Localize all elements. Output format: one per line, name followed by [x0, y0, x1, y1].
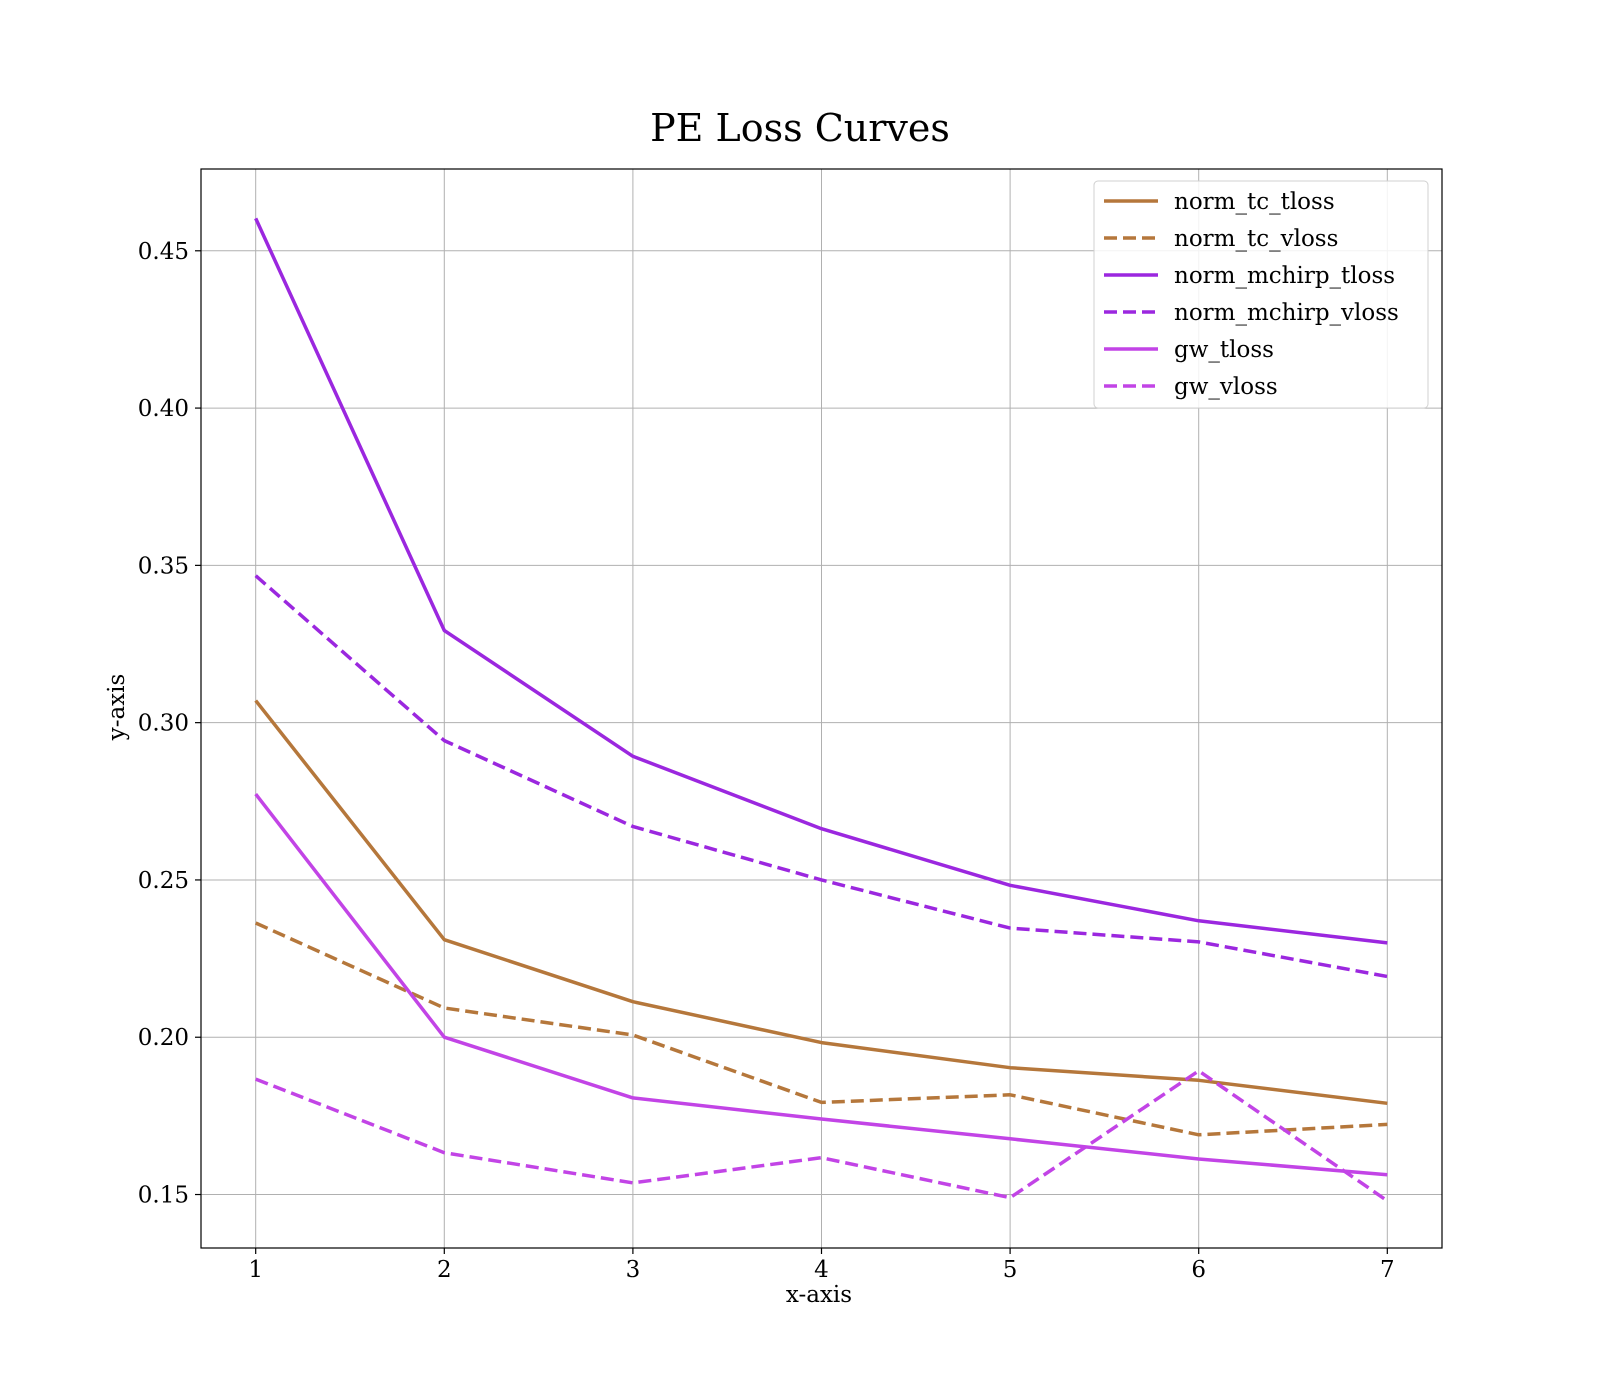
x-tick-label: 5	[1003, 1257, 1018, 1283]
y-tick-label: 0.30	[138, 711, 189, 737]
x-tick-label: 1	[248, 1257, 263, 1283]
series-line-norm_tc_vloss	[254, 921, 1388, 1137]
series-line-norm_tc_tloss	[254, 699, 1388, 1106]
series-line-gw_vloss	[255, 1069, 1389, 1203]
x-tick-label: 4	[814, 1257, 829, 1283]
x-tick-label: 2	[437, 1257, 452, 1283]
y-tick-label: 0.40	[138, 396, 189, 422]
chart-title: PE Loss Curves	[650, 106, 950, 150]
y-ticks: 0.15 0.20 0.25 0.30 0.35 0.40 0.45	[138, 239, 201, 1209]
x-axis-label: x-axis	[786, 1282, 852, 1308]
series-lines	[254, 217, 1389, 1203]
legend-label-norm_mchirp_tloss: norm_mchirp_tloss	[1174, 263, 1395, 289]
x-ticks: 1 2 3 4 5 6 7	[248, 1248, 1395, 1283]
legend-label-norm_tc_tloss: norm_tc_tloss	[1174, 189, 1335, 215]
y-tick-label: 0.35	[138, 553, 189, 579]
y-tick-label: 0.45	[138, 239, 189, 265]
series-line-norm_mchirp_vloss	[254, 574, 1388, 979]
legend-label-gw_tloss: gw_tloss	[1174, 337, 1274, 363]
y-tick-label: 0.20	[138, 1025, 189, 1051]
x-tick-label: 7	[1380, 1257, 1395, 1283]
legend: norm_tc_tloss norm_tc_vloss norm_mchirp_tl…	[1093, 180, 1429, 409]
x-tick-label: 3	[626, 1257, 641, 1283]
series-line-norm_mchirp_tloss	[254, 217, 1388, 945]
y-axis-label: y-axis	[104, 674, 130, 742]
legend-label-gw_vloss: gw_vloss	[1174, 374, 1278, 400]
x-tick-label: 6	[1191, 1257, 1206, 1283]
legend-label-norm_tc_vloss: norm_tc_vloss	[1174, 226, 1338, 252]
legend-box	[1093, 180, 1429, 409]
series-line-gw_tloss	[254, 793, 1388, 1177]
legend-label-norm_mchirp_vloss: norm_mchirp_vloss	[1174, 300, 1399, 326]
y-tick-label: 0.25	[138, 868, 189, 894]
y-tick-label: 0.15	[138, 1183, 189, 1209]
